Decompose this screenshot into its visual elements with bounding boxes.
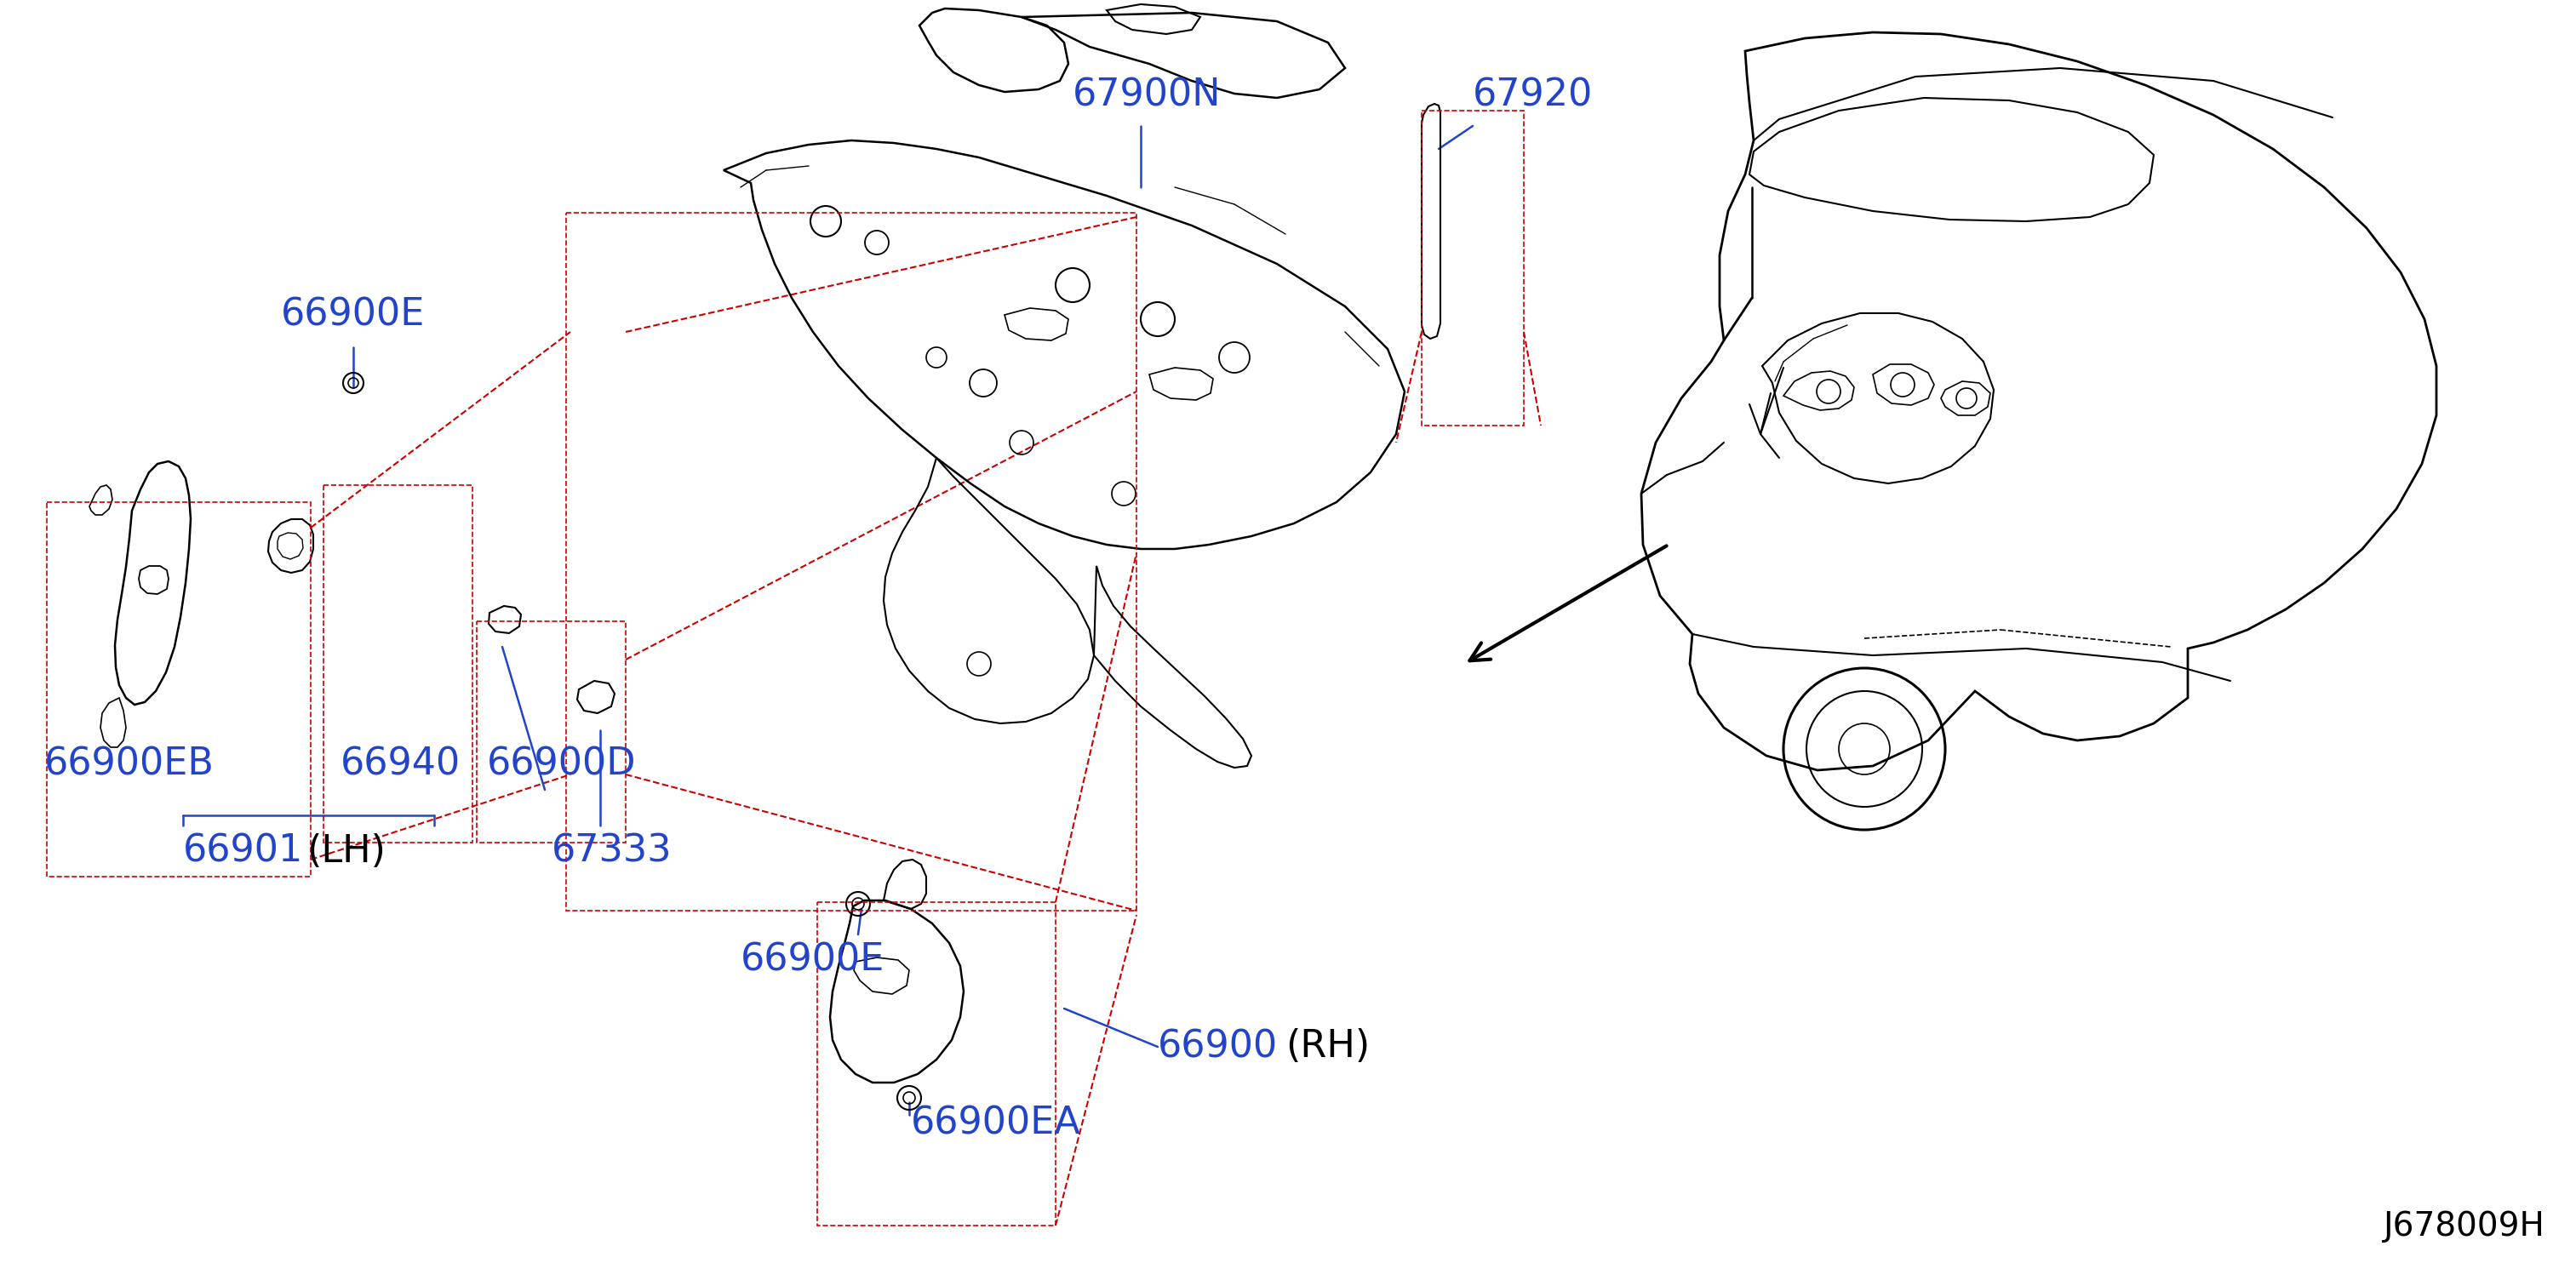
Bar: [325, 485, 471, 842]
Text: 66900E: 66900E: [742, 942, 884, 979]
Text: 66901: 66901: [183, 832, 304, 869]
Bar: [477, 621, 626, 842]
Text: 67333: 67333: [551, 832, 672, 869]
Text: J678009H: J678009H: [2383, 1210, 2545, 1243]
Text: 66900EA: 66900EA: [912, 1105, 1082, 1142]
Text: 66900D: 66900D: [487, 746, 636, 783]
Bar: [817, 902, 1056, 1225]
Bar: [1422, 111, 1525, 426]
Text: 67920: 67920: [1473, 77, 1592, 114]
Text: (LH): (LH): [307, 832, 386, 869]
Text: 66900EB: 66900EB: [44, 746, 214, 783]
Text: 67900N: 67900N: [1072, 77, 1221, 114]
Text: 66900: 66900: [1157, 1028, 1278, 1065]
Bar: [567, 212, 1136, 911]
Text: 66900E: 66900E: [281, 297, 425, 333]
Bar: [46, 503, 312, 877]
Text: 66940: 66940: [340, 746, 461, 783]
Text: (RH): (RH): [1285, 1028, 1370, 1065]
